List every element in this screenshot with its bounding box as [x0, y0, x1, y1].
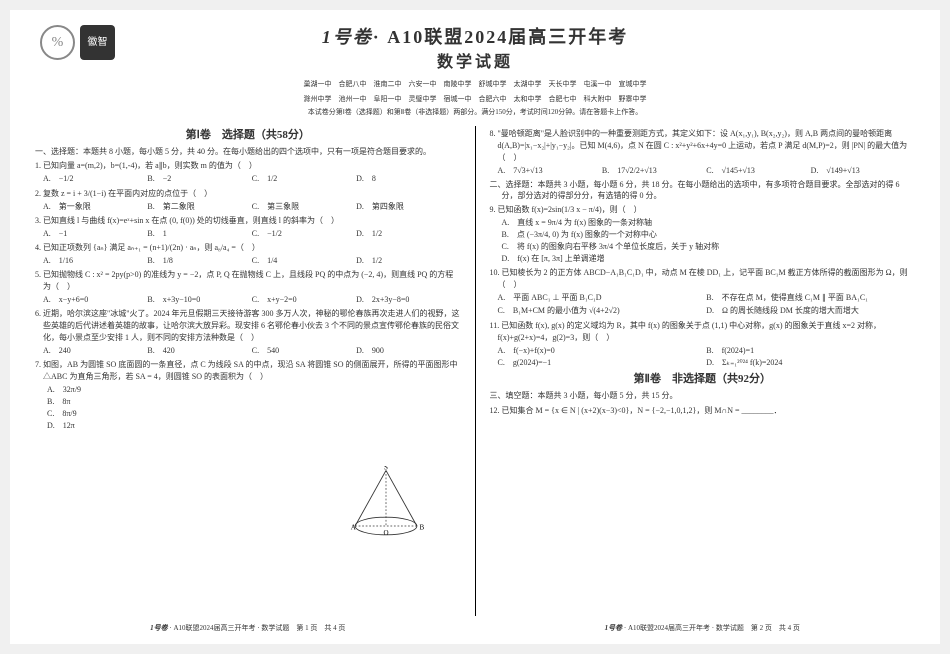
q10-opt-d: D. Ω 的周长随线段 DM 长度的增大而增大 [706, 305, 915, 316]
header: 1号卷· A10联盟2024届高三开年考 数学试题 巢湖一中 合肥八中 淮南二中… [35, 25, 915, 118]
q3-opt-c: C. −1/2 [252, 228, 356, 239]
q3-opt-d: D. 1/2 [356, 228, 460, 239]
q10-opt-a: A. 平面 ABC₁ ⊥ 平面 B₁C₁D [498, 292, 707, 303]
footer-left: 1号卷 · A10联盟2024届高三开年考 · 数学试题 第 1 页 共 4 页 [35, 624, 461, 634]
q2-opt-d: D. 第四象限 [356, 201, 460, 212]
q5-options: A. x−y+6=0B. x+3y−10=0C. x+y−2=0D. 2x+3y… [35, 294, 461, 305]
question-3: 3. 已知直线 l 与曲线 f(x)=eˣ+sin x 在点 (0, f(0))… [35, 215, 461, 227]
schools-line1: 巢湖一中 合肥八中 淮南二中 六安一中 南陵中学 舒城中学 太湖中学 天长中学 … [35, 79, 915, 90]
question-12: 12. 已知集合 M = {x ∈ N | (x+2)(x−3)<0}，N = … [490, 405, 916, 417]
q4-opt-d: D. 1/2 [356, 255, 460, 266]
q9-opt-b: B. 点 (−3π/4, 0) 为 f(x) 图象的一个对称中心 [490, 229, 916, 241]
q1-opt-b: B. −2 [147, 173, 251, 184]
question-6: 6. 近期，哈尔滨这座"冰城"火了。2024 年元旦假期三天接待游客 300 多… [35, 308, 461, 344]
question-7: 7. 如图，AB 为圆锥 SO 底面圆的一条直径，点 C 为线段 SA 的中点，… [35, 359, 461, 383]
q2-opt-a: A. 第一象限 [43, 201, 147, 212]
question-4: 4. 已知正项数列 {aₙ} 满足 aₙ₊₁ = (n+1)/(2n) · aₙ… [35, 242, 461, 254]
q11-opt-a: A. f(−x)+f(x)=0 [498, 345, 707, 356]
section1-instr: 一、选择题：本题共 8 小题，每小题 5 分，共 40 分。在每小题给出的四个选… [35, 146, 461, 157]
q7-opt-c: C. 8π/9 [35, 408, 269, 420]
q11-opt-b: B. f(2024)=1 [706, 345, 915, 356]
q6-opt-a: A. 240 [43, 345, 147, 356]
main-title: 1号卷· A10联盟2024届高三开年考 [35, 25, 915, 50]
section3-instr: 三、填空题：本题共 3 小题，每小题 5 分，共 15 分。 [490, 390, 916, 401]
column-divider [475, 126, 476, 616]
q6-opt-b: B. 420 [147, 345, 251, 356]
q3-options: A. −1B. 1C. −1/2D. 1/2 [35, 228, 461, 239]
q3-opt-b: B. 1 [147, 228, 251, 239]
q11-options: A. f(−x)+f(x)=0 B. f(2024)=1 C. g(2024)=… [490, 345, 916, 369]
q4-opt-c: C. 1/4 [252, 255, 356, 266]
q4-options: A. 1/16B. 1/8C. 1/4D. 1/2 [35, 255, 461, 266]
q9-opt-a: A. 直线 x = 9π/4 为 f(x) 图象的一条对称轴 [490, 217, 916, 229]
schools-line2: 滁州中学 池州一中 阜阳一中 灵璧中学 宿城一中 合肥六中 太和中学 合肥七中 … [35, 94, 915, 105]
footer-text-2: · A10联盟2024届高三开年考 · 数学试题 第 2 页 共 4 页 [624, 624, 800, 632]
question-8: 8. "曼哈顿距离"是人脸识别中的一种重要测距方式，其定义如下：设 A(x₁,y… [490, 128, 916, 164]
title-text: · A10联盟2024届高三开年考 [373, 27, 629, 47]
q1-opt-d: D. 8 [356, 173, 460, 184]
q7-opt-b: B. 8π [35, 396, 269, 408]
q10-opt-b: B. 不存在点 M，使得直线 C₁M ∥ 平面 BA₁C₁ [706, 292, 915, 303]
logo-square-icon: 徽智 [80, 25, 115, 60]
q2-opt-c: C. 第三象限 [252, 201, 356, 212]
subtitle: 数学试题 [35, 52, 915, 74]
question-10: 10. 已知棱长为 2 的正方体 ABCD−A₁B₁C₁D₁ 中，动点 M 在棱… [490, 267, 916, 291]
cone-diagram-icon: S A O B [341, 466, 431, 541]
q10-opt-c: C. B₁M+CM 的最小值为 √(4+2√2) [498, 305, 707, 316]
exam-page: % 徽智 1号卷· A10联盟2024届高三开年考 数学试题 巢湖一中 合肥八中… [10, 10, 940, 644]
footer-right: 1号卷 · A10联盟2024届高三开年考 · 数学试题 第 2 页 共 4 页 [490, 624, 916, 634]
q8-opt-b: B. 17√2/2+√13 [602, 165, 706, 176]
exam-note: 本试卷分第Ⅰ卷（选择题）和第Ⅱ卷（非选择题）两部分。满分150分，考试时间120… [35, 108, 915, 118]
q6-opt-d: D. 900 [356, 345, 460, 356]
cone-label-a: A [350, 523, 356, 531]
question-9: 9. 已知函数 f(x)=2sin(1/3 x − π/4)，则（ ） [490, 204, 916, 216]
footer-brand-2: 1号卷 [605, 624, 623, 632]
q2-opt-b: B. 第二象限 [147, 201, 251, 212]
part2-title: 第Ⅱ卷 非选择题（共92分） [490, 372, 916, 387]
q11-opt-d: D. Σₖ₌₁²⁰²⁴ f(k)=2024 [706, 357, 915, 368]
left-column: 第Ⅰ卷 选择题（共58分） 一、选择题：本题共 8 小题，每小题 5 分，共 4… [35, 126, 461, 616]
question-1: 1. 已知向量 a=(m,2)，b=(1,-4)，若 a∥b，则实数 m 的值为… [35, 160, 461, 172]
q11-opt-c: C. g(2024)=−1 [498, 357, 707, 368]
q7-opt-a: A. 32π/9 [35, 384, 269, 396]
q5-opt-d: D. 2x+3y−8=0 [356, 294, 460, 305]
footer-brand: 1号卷 [150, 624, 168, 632]
q2-options: A. 第一象限B. 第二象限C. 第三象限D. 第四象限 [35, 201, 461, 212]
q8-opt-c: C. √145+√13 [706, 165, 810, 176]
q4-opt-b: B. 1/8 [147, 255, 251, 266]
q8-opt-a: A. 7√3+√13 [498, 165, 602, 176]
question-11: 11. 已知函数 f(x), g(x) 的定义域均为 R，其中 f(x) 的图象… [490, 320, 916, 344]
q10-options: A. 平面 ABC₁ ⊥ 平面 B₁C₁D B. 不存在点 M，使得直线 C₁M… [490, 292, 916, 316]
q8-opt-d: D. √149+√13 [811, 165, 915, 176]
cone-label-b: B [419, 523, 424, 531]
q8-options: A. 7√3+√13B. 17√2/2+√13C. √145+√13D. √14… [490, 165, 916, 176]
part1-title: 第Ⅰ卷 选择题（共58分） [35, 128, 461, 143]
section2-instr: 二、选择题：本题共 3 小题，每小题 6 分，共 18 分。在每小题给出的选项中… [490, 179, 916, 201]
right-column: 8. "曼哈顿距离"是人脸识别中的一种重要测距方式，其定义如下：设 A(x₁,y… [490, 126, 916, 616]
cone-label-s: S [384, 466, 388, 472]
footer-text-1: · A10联盟2024届高三开年考 · 数学试题 第 1 页 共 4 页 [169, 624, 345, 632]
logo-circle-icon: % [40, 25, 75, 60]
q1-opt-a: A. −1/2 [43, 173, 147, 184]
brand-text: 1号卷 [322, 27, 373, 47]
q1-options: A. −1/2B. −2C. 1/2D. 8 [35, 173, 461, 184]
question-5: 5. 已知抛物线 C : x² = 2py(p>0) 的准线为 y = −2，点… [35, 269, 461, 293]
q3-opt-a: A. −1 [43, 228, 147, 239]
question-2: 2. 复数 z = i + 3/(1−i) 在平面内对应的点位于（ ） [35, 188, 461, 200]
q5-opt-a: A. x−y+6=0 [43, 294, 147, 305]
logo-block: % 徽智 [40, 25, 115, 60]
q5-opt-b: B. x+3y−10=0 [147, 294, 251, 305]
cone-label-o: O [383, 529, 388, 537]
q9-opt-d: D. f(x) 在 [π, 3π] 上单调递增 [490, 253, 916, 265]
q6-opt-c: C. 540 [252, 345, 356, 356]
content-columns: 第Ⅰ卷 选择题（共58分） 一、选择题：本题共 8 小题，每小题 5 分，共 4… [35, 126, 915, 616]
q5-opt-c: C. x+y−2=0 [252, 294, 356, 305]
q6-options: A. 240B. 420C. 540D. 900 [35, 345, 461, 356]
q7-opt-d: D. 12π [35, 420, 269, 432]
q9-opt-c: C. 将 f(x) 的图象向右平移 3π/4 个单位长度后，关于 y 轴对称 [490, 241, 916, 253]
q1-opt-c: C. 1/2 [252, 173, 356, 184]
q4-opt-a: A. 1/16 [43, 255, 147, 266]
